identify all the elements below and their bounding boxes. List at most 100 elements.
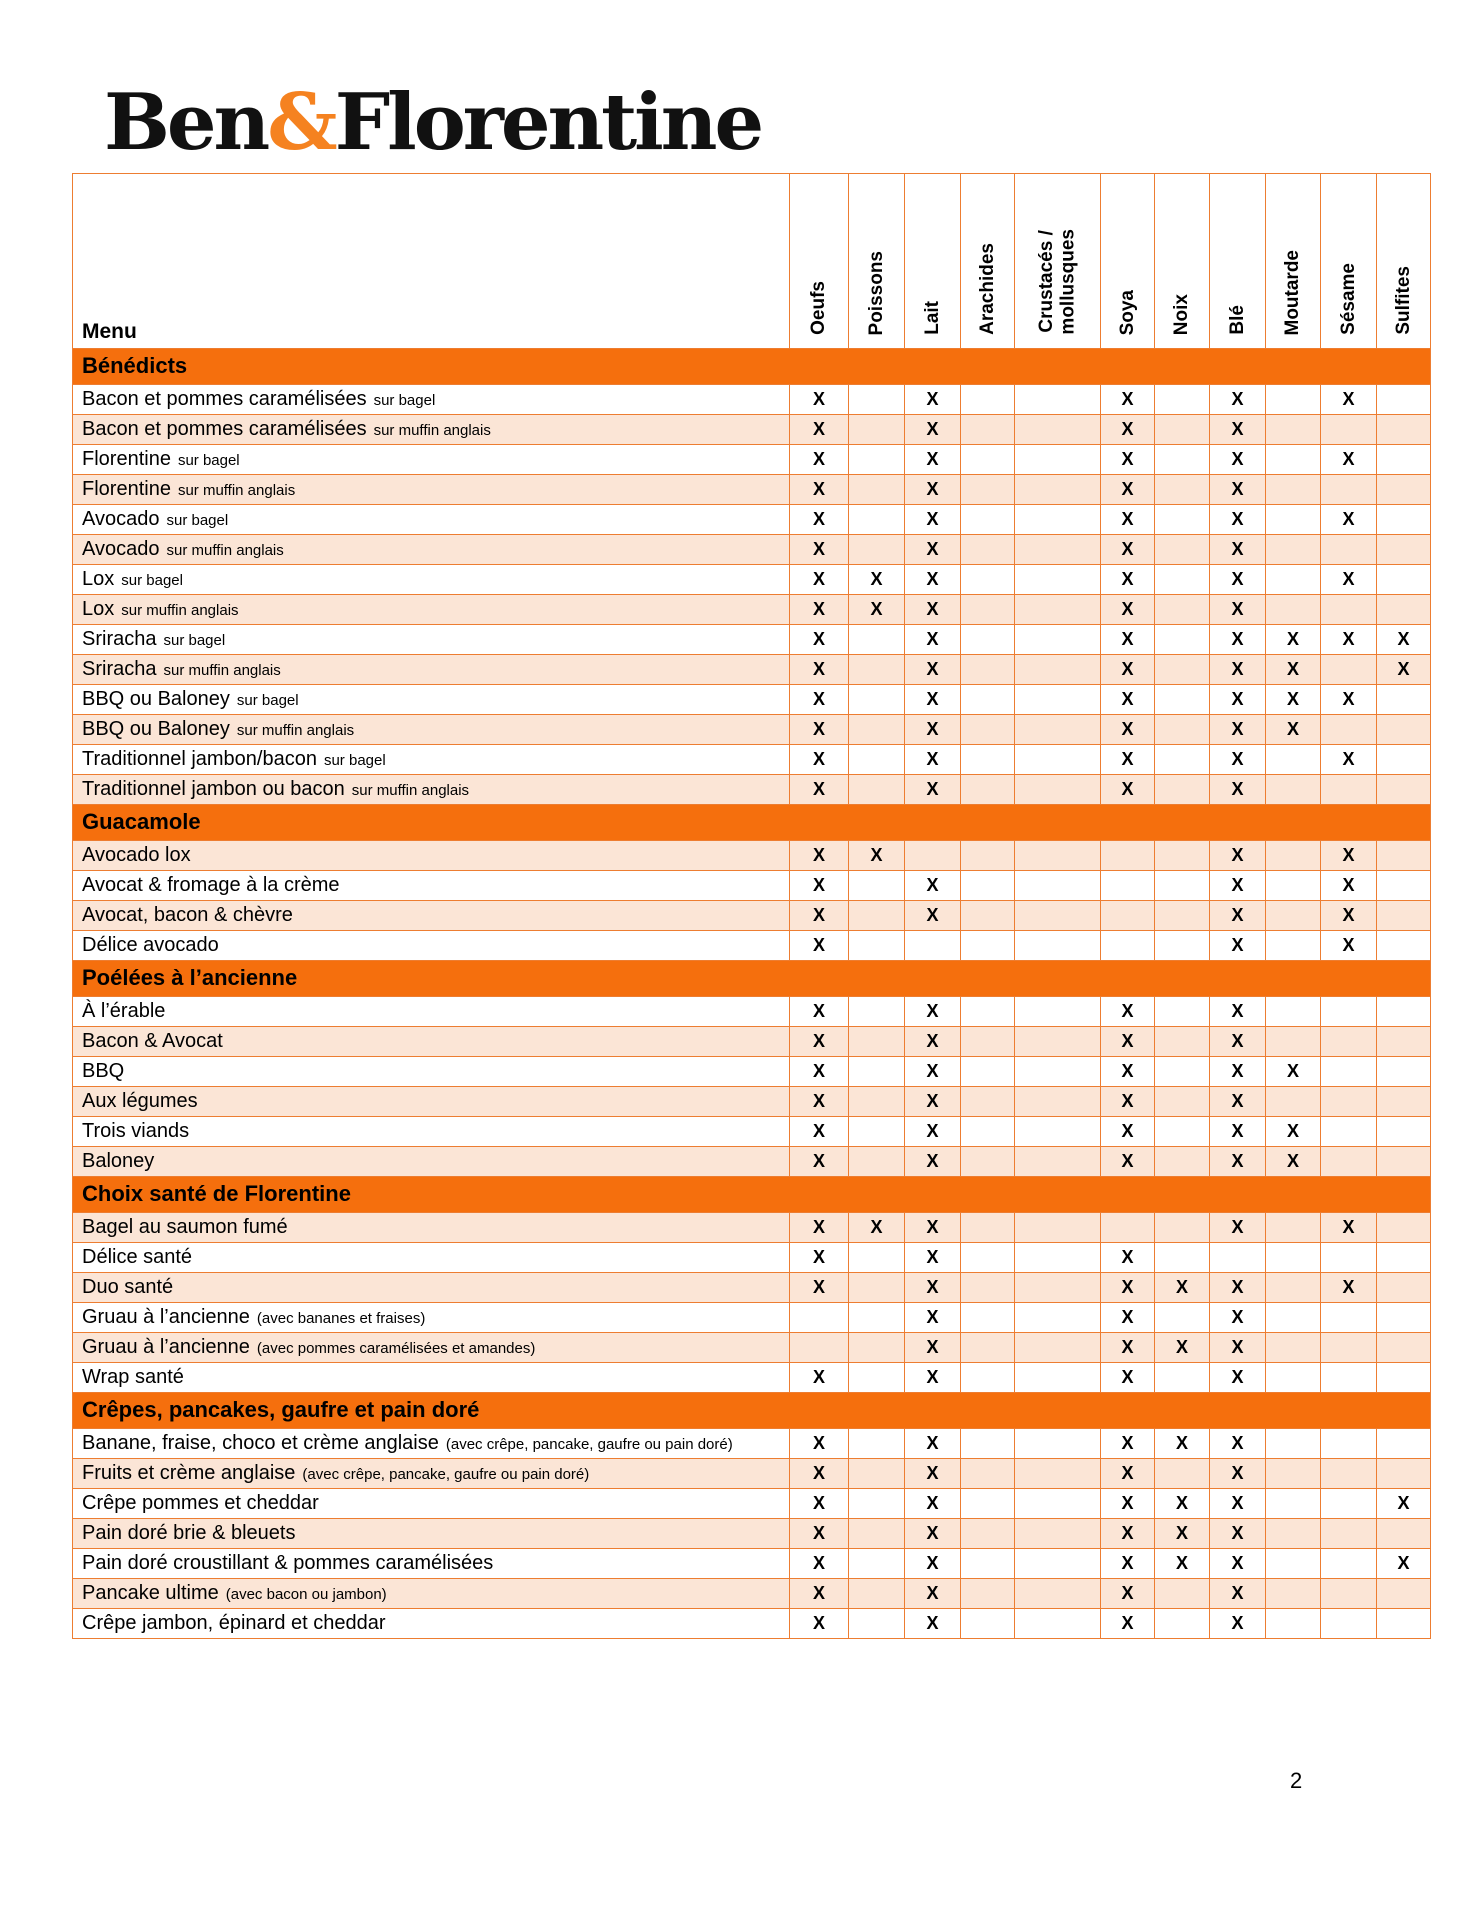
allergen-cell-empty: [904, 840, 961, 871]
allergen-cell-empty: [848, 1428, 905, 1459]
allergen-mark-oeufs: X: [789, 1272, 849, 1303]
allergen-mark-oeufs: X: [789, 624, 849, 655]
menu-item-label: Crêpe jambon, épinard et cheddar: [82, 1612, 386, 1634]
allergen-cell-empty: [1154, 444, 1210, 475]
allergen-cell-empty: [960, 474, 1015, 505]
allergen-cell-empty: [1265, 1518, 1321, 1549]
allergen-cell-empty: [1014, 1332, 1101, 1363]
allergen-mark-ble: X: [1209, 444, 1266, 475]
allergen-mark-ble: X: [1209, 996, 1266, 1027]
section-title: Choix santé de Florentine: [72, 1176, 1431, 1213]
allergen-mark-sesame: X: [1320, 624, 1377, 655]
allergen-mark-oeufs: X: [789, 1212, 849, 1243]
allergen-cell-empty: [1320, 414, 1377, 445]
allergen-cell-empty: [848, 930, 905, 961]
allergen-cell-empty: [904, 930, 961, 961]
allergen-mark-ble: X: [1209, 870, 1266, 901]
allergen-table-container: Menu Oeufs Poissons Lait Arachides Crustacés…: [72, 173, 1431, 1639]
menu-item-label: Pain doré croustillant & pommes caraméli…: [82, 1552, 494, 1574]
allergen-mark-soya: X: [1100, 1116, 1155, 1147]
allergen-mark-lait: X: [904, 900, 961, 931]
menu-item-label: Duo santé: [82, 1276, 174, 1298]
allergen-mark-ble: X: [1209, 1332, 1266, 1363]
allergen-cell-empty: [1154, 930, 1210, 961]
menu-item-cell: Duo santé: [72, 1272, 790, 1303]
allergen-cell-empty: [848, 1362, 905, 1393]
allergen-cell-empty: [960, 744, 1015, 775]
menu-item-note: sur muffin anglais: [373, 422, 491, 439]
allergen-cell-empty: [1154, 1086, 1210, 1117]
allergen-mark-lait: X: [904, 1608, 961, 1639]
allergen-mark-ble: X: [1209, 840, 1266, 871]
allergen-cell-empty: [960, 444, 1015, 475]
allergen-cell-empty: [960, 1146, 1015, 1177]
allergen-cell-empty: [960, 1608, 1015, 1639]
allergen-mark-oeufs: X: [789, 384, 849, 415]
allergen-cell-empty: [1265, 1578, 1321, 1609]
menu-item-label: Fruits et crème anglaise: [82, 1462, 296, 1484]
menu-item-label: Baloney: [82, 1150, 155, 1172]
allergen-mark-ble: X: [1209, 1272, 1266, 1303]
allergen-cell-empty: [848, 444, 905, 475]
allergen-mark-lait: X: [904, 1272, 961, 1303]
allergen-mark-oeufs: X: [789, 744, 849, 775]
allergen-mark-lait: X: [904, 384, 961, 415]
allergen-cell-empty: [1320, 1116, 1377, 1147]
allergen-cell-empty: [1154, 1242, 1210, 1273]
menu-row: Bacon et pommes caramélisées sur muffin a…: [72, 414, 1431, 445]
column-header-lait: Lait: [904, 173, 961, 349]
allergen-cell-empty: [1320, 1428, 1377, 1459]
menu-row: Crêpe pommes et cheddar X X X X X X: [72, 1488, 1431, 1519]
allergen-mark-oeufs: X: [789, 504, 849, 535]
menu-item-label: Lox: [82, 568, 115, 590]
allergen-cell-empty: [1265, 1548, 1321, 1579]
allergen-mark-poissons: X: [848, 594, 905, 625]
allergen-cell-empty: [1376, 444, 1431, 475]
allergen-cell-empty: [1154, 1578, 1210, 1609]
allergen-cell-empty: [1014, 744, 1101, 775]
allergen-cell-empty: [1320, 714, 1377, 745]
allergen-cell-empty: [1320, 1302, 1377, 1333]
menu-row: Sriracha sur muffin anglais X X X X X X: [72, 654, 1431, 685]
allergen-cell-empty: [848, 534, 905, 565]
column-header-label: Poissons: [865, 250, 887, 335]
section-header-row: Poélées à l’ancienne: [72, 960, 1431, 997]
menu-item-label: Banane, fraise, choco et crème anglaise: [82, 1432, 439, 1454]
allergen-mark-soya: X: [1100, 1242, 1155, 1273]
allergen-cell-empty: [1014, 1272, 1101, 1303]
menu-row: Gruau à l’ancienne (avec pommes caramélis…: [72, 1332, 1431, 1363]
allergen-cell-empty: [789, 1332, 849, 1363]
allergen-cell-empty: [1320, 1026, 1377, 1057]
allergen-cell-empty: [1154, 1056, 1210, 1087]
menu-item-label: BBQ: [82, 1060, 125, 1082]
allergen-mark-lait: X: [904, 1362, 961, 1393]
allergen-mark-ble: X: [1209, 414, 1266, 445]
allergen-cell-empty: [1265, 900, 1321, 931]
allergen-cell-empty: [1154, 504, 1210, 535]
allergen-mark-soya: X: [1100, 654, 1155, 685]
allergen-cell-empty: [1376, 534, 1431, 565]
page-number: 2: [1290, 1768, 1303, 1793]
allergen-cell-empty: [1154, 870, 1210, 901]
allergen-cell-empty: [1265, 1302, 1321, 1333]
allergen-mark-soya: X: [1100, 594, 1155, 625]
allergen-mark-ble: X: [1209, 1488, 1266, 1519]
allergen-mark-ble: X: [1209, 1026, 1266, 1057]
allergen-cell-empty: [1014, 840, 1101, 871]
allergen-cell-empty: [848, 714, 905, 745]
allergen-mark-soya: X: [1100, 444, 1155, 475]
allergen-cell-empty: [960, 930, 1015, 961]
allergen-cell-empty: [960, 714, 1015, 745]
allergen-mark-oeufs: X: [789, 594, 849, 625]
allergen-mark-lait: X: [904, 1518, 961, 1549]
menu-item-label: BBQ ou Baloney: [82, 688, 230, 710]
allergen-mark-ble: X: [1209, 594, 1266, 625]
allergen-cell-empty: [1014, 534, 1101, 565]
menu-item-note: (avec crêpe, pancake, gaufre ou pain dor…: [302, 1466, 590, 1483]
allergen-cell-empty: [848, 744, 905, 775]
menu-item-label: Bacon et pommes caramélisées: [82, 418, 367, 440]
allergen-mark-soya: X: [1100, 1608, 1155, 1639]
allergen-cell-empty: [1014, 684, 1101, 715]
menu-item-cell: Florentine sur bagel: [72, 444, 790, 475]
allergen-mark-lait: X: [904, 564, 961, 595]
